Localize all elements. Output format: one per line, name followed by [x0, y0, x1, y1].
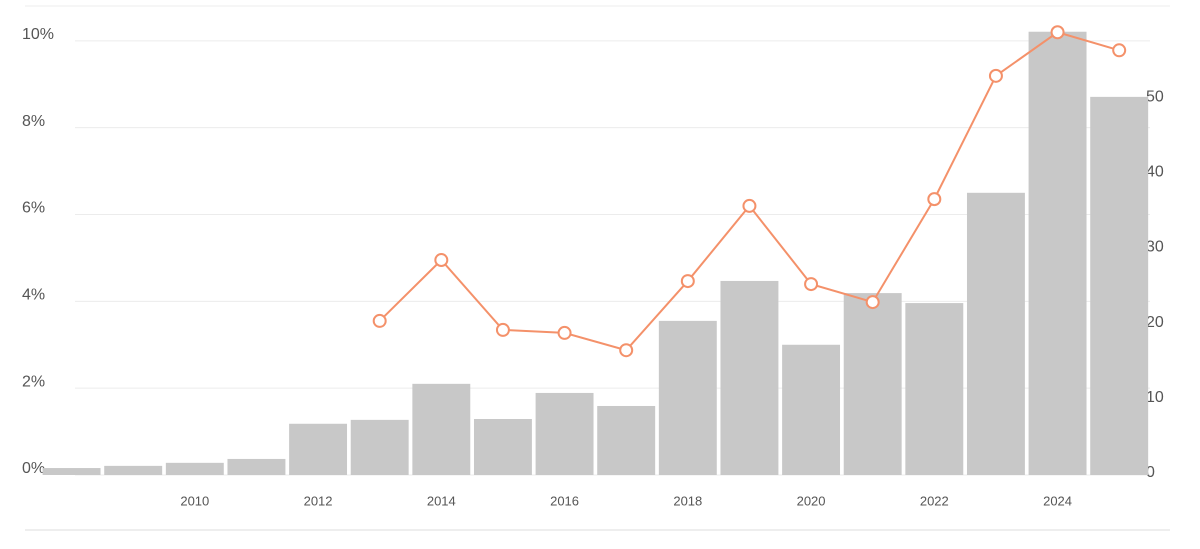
x-tick-label: 2014 — [427, 493, 456, 508]
line-point — [434, 253, 449, 268]
line-point — [804, 277, 819, 292]
y-tick-label: 4% — [22, 287, 45, 304]
x-tick-label: 2022 — [920, 493, 949, 508]
y-tick-label: 8% — [22, 113, 45, 130]
x-tick-label: 2020 — [797, 493, 826, 508]
line-point — [619, 343, 634, 358]
line-point — [1050, 25, 1065, 40]
y-tick-label: 2% — [22, 373, 45, 390]
y2-tick-label: 30 — [1146, 239, 1164, 256]
bar — [843, 293, 902, 475]
x-tick-label: 2010 — [180, 493, 209, 508]
x-tick-label: 2012 — [304, 493, 333, 508]
x-tick-label: 2016 — [550, 493, 579, 508]
bar — [42, 468, 101, 475]
y-tick-label: 6% — [22, 200, 45, 217]
bar — [1090, 96, 1149, 476]
bar — [412, 383, 471, 475]
x-tick-label: 2024 — [1043, 493, 1072, 508]
y-tick-label: 0% — [22, 460, 45, 477]
bar — [782, 344, 841, 475]
bar — [289, 423, 348, 475]
line-point — [372, 313, 387, 328]
y2-tick-label: 0 — [1146, 464, 1155, 481]
bar — [473, 418, 532, 475]
bar — [104, 465, 163, 475]
line-point — [865, 295, 880, 310]
y2-tick-label: 20 — [1146, 314, 1164, 331]
line-point — [927, 192, 942, 207]
line-point — [742, 198, 757, 213]
line-point — [495, 322, 510, 337]
bar — [658, 320, 717, 475]
bar — [350, 419, 409, 475]
y2-tick-label: 50 — [1146, 88, 1164, 105]
bar — [1028, 31, 1087, 476]
line-point — [988, 68, 1003, 83]
y2-tick-label: 40 — [1146, 164, 1164, 181]
y-tick-label: 10% — [22, 26, 54, 43]
bar — [597, 405, 656, 475]
y2-tick-label: 10 — [1146, 389, 1164, 406]
bar — [720, 280, 779, 475]
bar — [227, 458, 286, 475]
x-tick-label: 2018 — [673, 493, 702, 508]
line-point — [680, 274, 695, 289]
bar — [905, 303, 964, 475]
line-point — [557, 325, 572, 340]
line-point — [1112, 43, 1127, 58]
bar — [535, 392, 594, 475]
bar — [966, 192, 1025, 475]
bar — [165, 462, 224, 475]
